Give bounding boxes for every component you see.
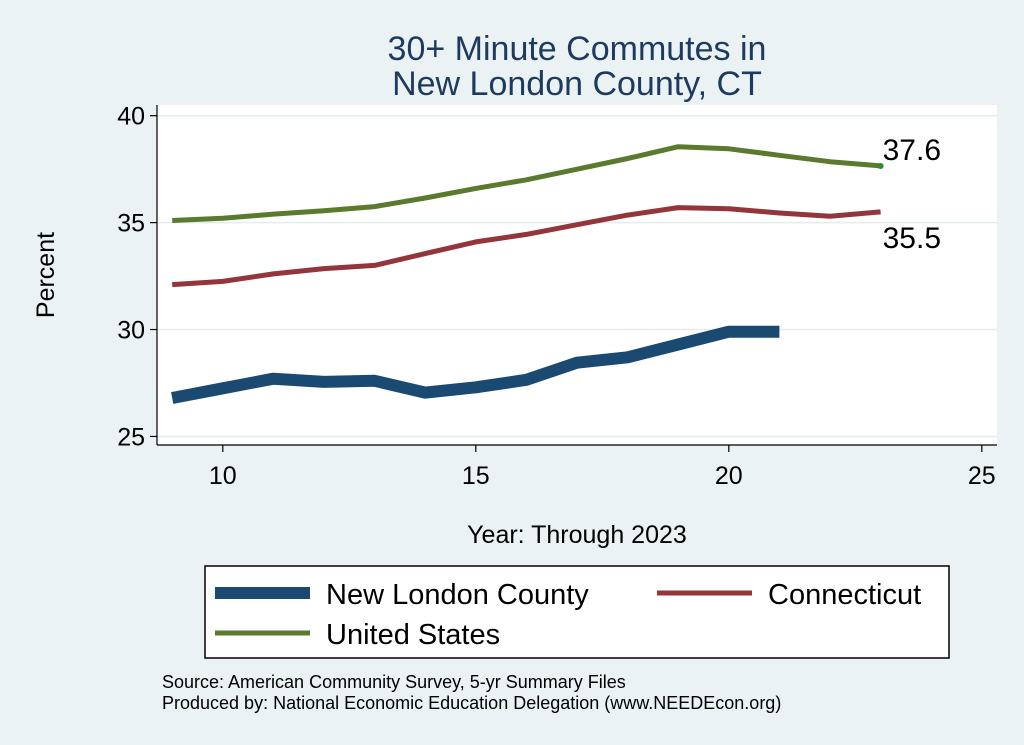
annotation-connecticut: 35.5	[883, 222, 941, 255]
annotation-united-states: 37.6	[883, 134, 941, 167]
chart-title-line-2: New London County, CT	[392, 65, 762, 103]
legend-label-new-london-county: New London County	[326, 579, 589, 611]
y-tick-label-35: 35	[117, 210, 145, 238]
producer-note: Produced by: National Economic Education…	[162, 693, 781, 713]
x-tick-label-10: 10	[209, 462, 237, 490]
y-axis-label: Percent	[32, 232, 60, 318]
series-line-connecticut	[172, 205, 881, 288]
x-axis-label: Year: Through 2023	[467, 521, 687, 549]
chart-title-line-1: 30+ Minute Commutes in	[388, 30, 767, 68]
legend-label-united-states: United States	[326, 619, 500, 651]
y-tick-label-30: 30	[117, 317, 145, 345]
legend-box	[204, 565, 950, 659]
series-line-new-london-county	[171, 325, 780, 404]
endpoint-marker-united-states	[877, 162, 884, 169]
x-tick-label-15: 15	[462, 462, 490, 490]
series-line-united-states	[172, 144, 881, 223]
x-tick-label-20: 20	[715, 462, 743, 490]
source-note: Source: American Community Survey, 5-yr …	[162, 672, 626, 692]
x-tick-label-25: 25	[968, 462, 996, 490]
y-tick-label-40: 40	[117, 103, 145, 131]
axes: 25 30 35 40 10 15 20 25	[117, 103, 997, 490]
legend: New London County Connecticut United Sta…	[204, 565, 950, 659]
legend-label-connecticut: Connecticut	[768, 579, 921, 611]
series-group	[171, 144, 881, 404]
y-tick-label-25: 25	[117, 423, 145, 451]
annotations-group: 37.6 35.5	[877, 134, 941, 255]
